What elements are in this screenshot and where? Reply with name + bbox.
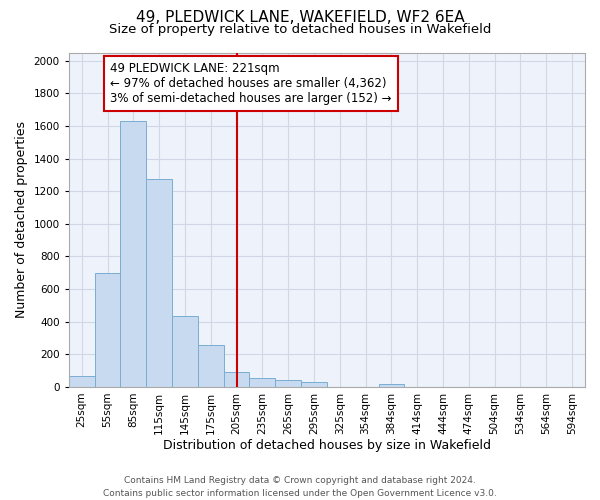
Text: Contains HM Land Registry data © Crown copyright and database right 2024.
Contai: Contains HM Land Registry data © Crown c… — [103, 476, 497, 498]
Bar — [95, 273, 121, 387]
Bar — [69, 376, 95, 387]
Bar — [172, 316, 198, 387]
Bar — [224, 372, 250, 387]
Bar — [250, 378, 275, 387]
Text: 49 PLEDWICK LANE: 221sqm
← 97% of detached houses are smaller (4,362)
3% of semi: 49 PLEDWICK LANE: 221sqm ← 97% of detach… — [110, 62, 392, 106]
X-axis label: Distribution of detached houses by size in Wakefield: Distribution of detached houses by size … — [163, 440, 491, 452]
Bar — [301, 382, 327, 387]
Bar — [379, 384, 404, 387]
Bar — [146, 179, 172, 387]
Y-axis label: Number of detached properties: Number of detached properties — [15, 121, 28, 318]
Text: 49, PLEDWICK LANE, WAKEFIELD, WF2 6EA: 49, PLEDWICK LANE, WAKEFIELD, WF2 6EA — [136, 10, 464, 25]
Text: Size of property relative to detached houses in Wakefield: Size of property relative to detached ho… — [109, 22, 491, 36]
Bar — [198, 346, 224, 387]
Bar — [121, 121, 146, 387]
Bar — [275, 380, 301, 387]
